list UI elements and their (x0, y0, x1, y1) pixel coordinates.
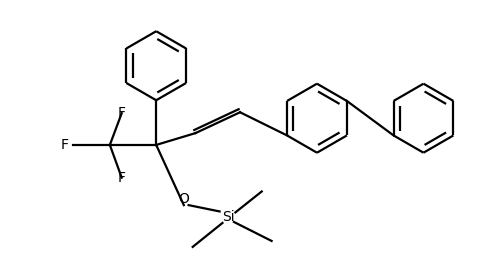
Text: F: F (60, 138, 69, 152)
Text: F: F (118, 106, 126, 120)
Text: O: O (178, 192, 189, 206)
Text: F: F (118, 171, 126, 185)
Text: Si: Si (222, 210, 235, 224)
